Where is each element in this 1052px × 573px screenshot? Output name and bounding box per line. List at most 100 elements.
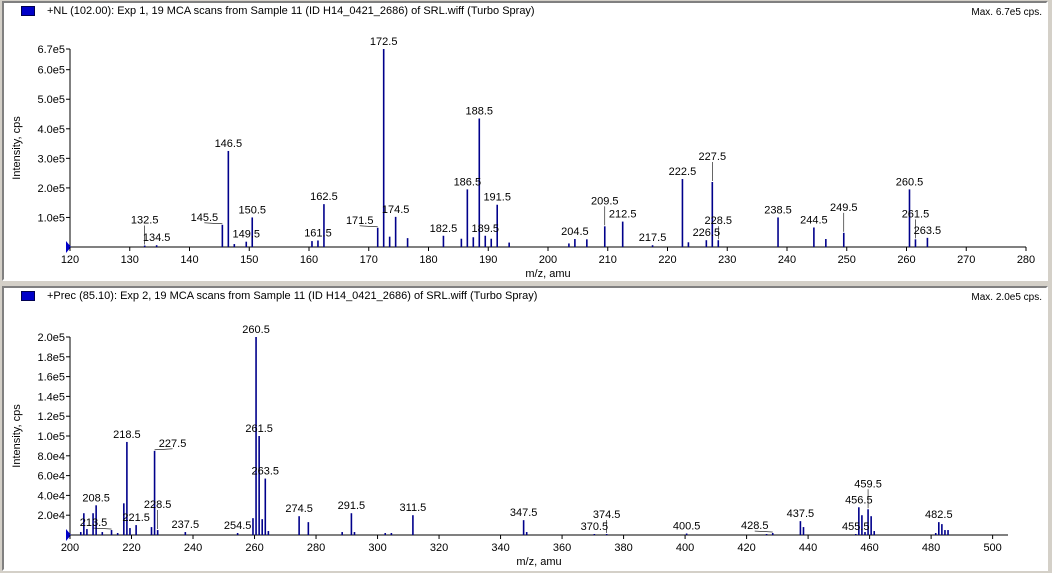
y-tick-label: 3.0e5 — [37, 153, 65, 165]
y-axis-label: Intensity, cps — [11, 404, 23, 468]
pane-title: +Prec (85.10): Exp 2, 19 MCA scans from … — [47, 290, 538, 302]
x-tick-label: 210 — [599, 254, 617, 266]
y-tick-label: 1.2e5 — [37, 411, 65, 423]
peak-label: 218.5 — [113, 429, 141, 441]
label-leader-line — [754, 530, 773, 533]
peak-label: 254.5 — [224, 520, 252, 532]
y-tick-label: 1.0e5 — [37, 212, 65, 224]
peak-label: 186.5 — [454, 176, 482, 188]
x-tick-label: 120 — [61, 254, 79, 266]
x-tick-label: 260 — [245, 542, 263, 554]
peak-label: 134.5 — [143, 232, 171, 244]
x-tick-label: 240 — [184, 542, 202, 554]
peak-label: 274.5 — [285, 503, 313, 515]
peak-label: 209.5 — [591, 195, 619, 207]
x-axis-label: m/z, amu — [516, 556, 561, 568]
y-tick-label: 4.0e4 — [37, 490, 65, 502]
baseline-marker-icon — [66, 241, 71, 253]
peak-label: 228.5 — [144, 499, 172, 511]
y-axis-label: Intensity, cps — [11, 116, 23, 180]
spectrum-plot[interactable]: 200 220 240 260 280 300 320 340 360 380 400 420 440 4… — [4, 288, 1046, 569]
peak-label: 249.5 — [830, 202, 858, 214]
peak-label: 149.5 — [232, 229, 260, 241]
baseline-marker-icon — [66, 529, 71, 541]
y-tick-label: 1.4e5 — [37, 391, 65, 403]
x-tick-label: 380 — [614, 542, 632, 554]
y-tick-label: 1.0e5 — [37, 431, 65, 443]
peak-label: 263.5 — [914, 225, 942, 237]
peak-label: 204.5 — [561, 226, 589, 238]
x-axis-label: m/z, amu — [525, 268, 570, 279]
y-tick-label: 6.0e5 — [37, 65, 65, 77]
label-leader-line — [154, 448, 173, 451]
y-tick-label: 2.0e5 — [37, 183, 65, 195]
peak-label: 132.5 — [131, 215, 159, 227]
peak-label: 261.5 — [245, 423, 273, 435]
y-tick-label: 8.0e4 — [37, 451, 65, 463]
x-tick-label: 260 — [897, 254, 915, 266]
label-leader-line — [204, 222, 223, 225]
peak-label: 227.5 — [159, 438, 187, 450]
x-tick-label: 500 — [983, 542, 1001, 554]
x-tick-label: 130 — [121, 254, 139, 266]
peak-label: 459.5 — [854, 478, 882, 490]
x-tick-label: 300 — [368, 542, 386, 554]
peak-label: 455.5 — [842, 521, 870, 533]
y-tick-label: 2.0e5 — [37, 332, 65, 344]
spectrum-plot[interactable]: 120 130 140 150 160 170 180 190 200 210 220 230 240 2… — [4, 3, 1046, 279]
peak-label: 260.5 — [242, 324, 270, 336]
spectrum-pane-2[interactable]: +Prec (85.10): Exp 2, 19 MCA scans from … — [2, 286, 1048, 571]
peak-label: 260.5 — [896, 176, 924, 188]
x-tick-label: 420 — [737, 542, 755, 554]
peak-label: 228.5 — [705, 215, 733, 227]
peak-label: 347.5 — [510, 507, 538, 519]
y-tick-label: 1.8e5 — [37, 352, 65, 364]
peak-label: 311.5 — [400, 502, 427, 514]
peak-label: 428.5 — [741, 520, 769, 532]
peak-label: 291.5 — [338, 500, 366, 512]
peak-label: 212.5 — [609, 209, 637, 221]
x-tick-label: 140 — [180, 254, 198, 266]
peak-label: 162.5 — [310, 191, 338, 203]
x-tick-label: 480 — [922, 542, 940, 554]
pane-title: +NL (102.00): Exp 1, 19 MCA scans from S… — [47, 5, 535, 17]
spectrum-pane-1[interactable]: +NL (102.00): Exp 1, 19 MCA scans from S… — [2, 1, 1048, 281]
x-tick-label: 200 — [539, 254, 557, 266]
peak-label: 188.5 — [466, 105, 494, 117]
y-tick-label: 6.7e5 — [37, 44, 65, 56]
label-leader-line — [359, 225, 378, 228]
x-tick-label: 440 — [799, 542, 817, 554]
peak-label: 221.5 — [122, 512, 150, 524]
peak-label: 208.5 — [82, 492, 110, 504]
peak-label: 171.5 — [346, 215, 374, 227]
series-marker-icon — [21, 291, 35, 301]
peak-label: 374.5 — [593, 509, 621, 521]
label-leader-line — [93, 527, 112, 530]
peak-label: 370.5 — [581, 521, 609, 533]
peak-label: 161.5 — [304, 227, 332, 239]
peak-label: 189.5 — [471, 223, 499, 235]
peak-label: 227.5 — [699, 151, 727, 163]
y-tick-label: 4.0e5 — [37, 124, 65, 136]
x-tick-label: 220 — [122, 542, 140, 554]
x-tick-label: 320 — [430, 542, 448, 554]
x-tick-label: 220 — [658, 254, 676, 266]
y-tick-label: 1.6e5 — [37, 372, 65, 384]
peak-label: 146.5 — [215, 138, 243, 150]
x-tick-label: 230 — [718, 254, 736, 266]
series-marker-icon — [21, 6, 35, 16]
peak-label: 437.5 — [787, 508, 815, 520]
max-intensity-label: Max. 6.7e5 cps. — [971, 7, 1042, 18]
x-tick-label: 180 — [419, 254, 437, 266]
peak-label: 261.5 — [902, 208, 930, 220]
x-tick-label: 150 — [240, 254, 258, 266]
x-tick-label: 400 — [676, 542, 694, 554]
y-tick-label: 6.0e4 — [37, 471, 65, 483]
peak-label: 191.5 — [483, 192, 511, 204]
y-tick-label: 5.0e5 — [37, 94, 65, 106]
peak-label: 226.5 — [693, 227, 721, 239]
peak-label: 150.5 — [238, 204, 266, 216]
x-tick-label: 190 — [479, 254, 497, 266]
peak-label: 456.5 — [845, 494, 873, 506]
peak-label: 182.5 — [430, 223, 458, 235]
